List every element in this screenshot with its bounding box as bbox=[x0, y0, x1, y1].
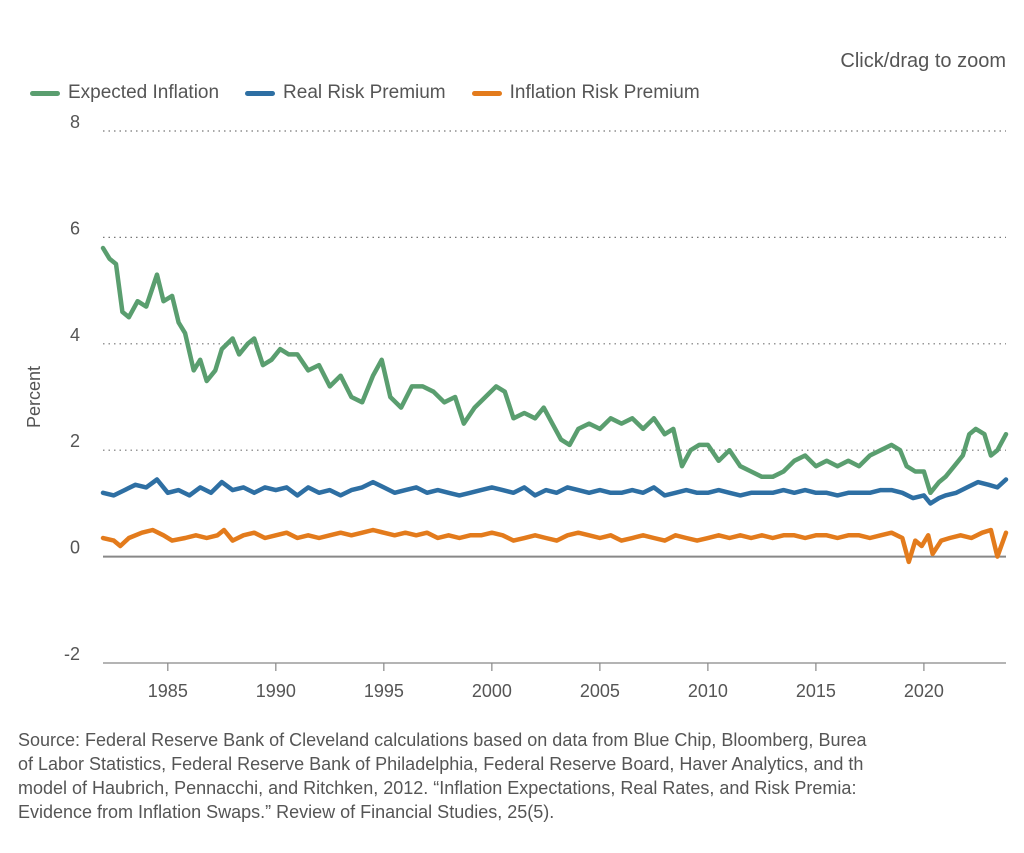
legend-swatch-inflation-risk-premium bbox=[471, 90, 502, 96]
y-tick-label: -2 bbox=[64, 644, 80, 664]
x-tick-label: 2010 bbox=[688, 681, 728, 701]
y-axis-label: Percent bbox=[24, 366, 44, 428]
x-tick-label: 2000 bbox=[472, 681, 512, 701]
legend-label-expected-inflation: Expected Inflation bbox=[68, 82, 220, 103]
legend-swatch-expected-inflation bbox=[30, 90, 60, 96]
y-tick-label: 0 bbox=[70, 538, 80, 558]
y-tick-label: 8 bbox=[70, 112, 80, 132]
legend-item-real-risk-premium[interactable]: Real Risk Premium bbox=[245, 82, 446, 104]
x-tick-label: 1990 bbox=[256, 681, 296, 701]
legend-label-real-risk-premium: Real Risk Premium bbox=[283, 82, 446, 103]
x-tick-label: 2015 bbox=[796, 681, 836, 701]
legend-item-expected-inflation[interactable]: Expected Inflation bbox=[30, 82, 219, 104]
legend-label-inflation-risk-premium: Inflation Risk Premium bbox=[509, 82, 700, 103]
series-line-inflation-risk-premium bbox=[100, 527, 1009, 565]
legend-item-inflation-risk-premium[interactable]: Inflation Risk Premium bbox=[471, 82, 700, 104]
y-tick-label: 6 bbox=[70, 218, 80, 238]
chart-plot[interactable]: -2 0 2 4 6 8 1985 1990 1995 2000 2005 2010 2015 2020 P… bbox=[0, 0, 1024, 720]
legend-swatch-real-risk-premium bbox=[245, 90, 276, 96]
y-tick-label: 2 bbox=[70, 431, 80, 451]
x-tick-label: 1985 bbox=[148, 681, 188, 701]
series-line-real-risk-premium bbox=[100, 477, 1009, 506]
x-tick-label: 2020 bbox=[904, 681, 944, 701]
x-tick-label: 2005 bbox=[580, 681, 620, 701]
source-note: Source: Federal Reserve Bank of Clevelan… bbox=[18, 730, 867, 822]
zoom-hint[interactable]: Click/drag to zoom bbox=[840, 50, 1006, 72]
y-tick-label: 4 bbox=[70, 325, 80, 345]
series-line-expected-inflation bbox=[100, 245, 1009, 496]
x-tick-label: 1995 bbox=[364, 681, 404, 701]
legend: Expected Inflation Real Risk Premium Inf… bbox=[30, 82, 700, 104]
